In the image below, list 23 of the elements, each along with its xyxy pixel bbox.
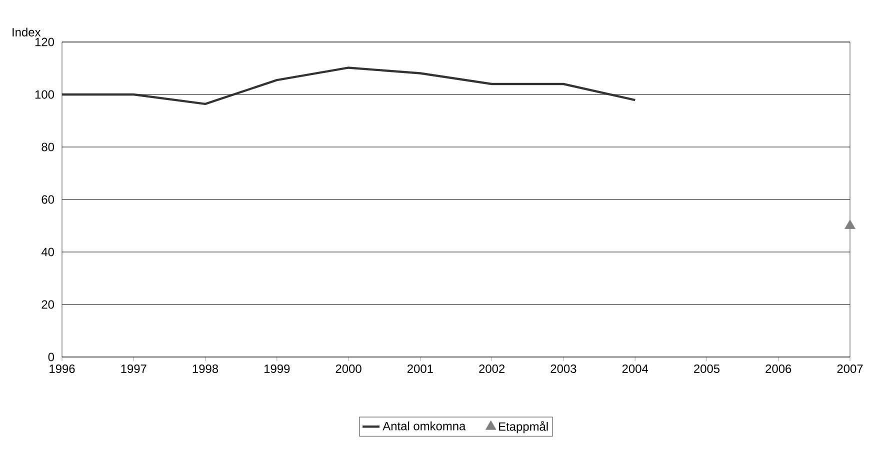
y-tick-label: 60 [42, 195, 54, 204]
x-tick-label: 1999 [264, 364, 290, 373]
line-series [62, 66, 636, 106]
y-tick-label: 0 [48, 352, 54, 362]
x-tick-label: 2002 [479, 364, 505, 373]
x-tick-label: 2004 [622, 364, 648, 373]
y-tick-label: 40 [41, 248, 54, 256]
x-tick-label: 2003 [550, 364, 576, 373]
x-tick-label: 1998 [192, 364, 218, 373]
x-tick-label: 1996 [50, 364, 75, 373]
x-tick-label: 2000 [336, 364, 362, 373]
y-tick-label: 20 [42, 300, 54, 309]
x-tick-label: 2006 [766, 364, 792, 373]
legend-label: Antal omkomna [382, 422, 466, 430]
y-tick-label: 100 [35, 90, 54, 99]
y-axis-title: Index [12, 28, 41, 36]
y-tick-label: 120 [35, 38, 54, 46]
x-tick-label: 2005 [694, 364, 720, 373]
x-tick-label: 2001 [407, 364, 433, 373]
y-tick-label: 80 [42, 142, 54, 152]
x-tick-label: 2007 [837, 364, 863, 373]
x-tick-label: 1997 [121, 364, 146, 373]
legend-label: Etappmål [499, 421, 548, 434]
